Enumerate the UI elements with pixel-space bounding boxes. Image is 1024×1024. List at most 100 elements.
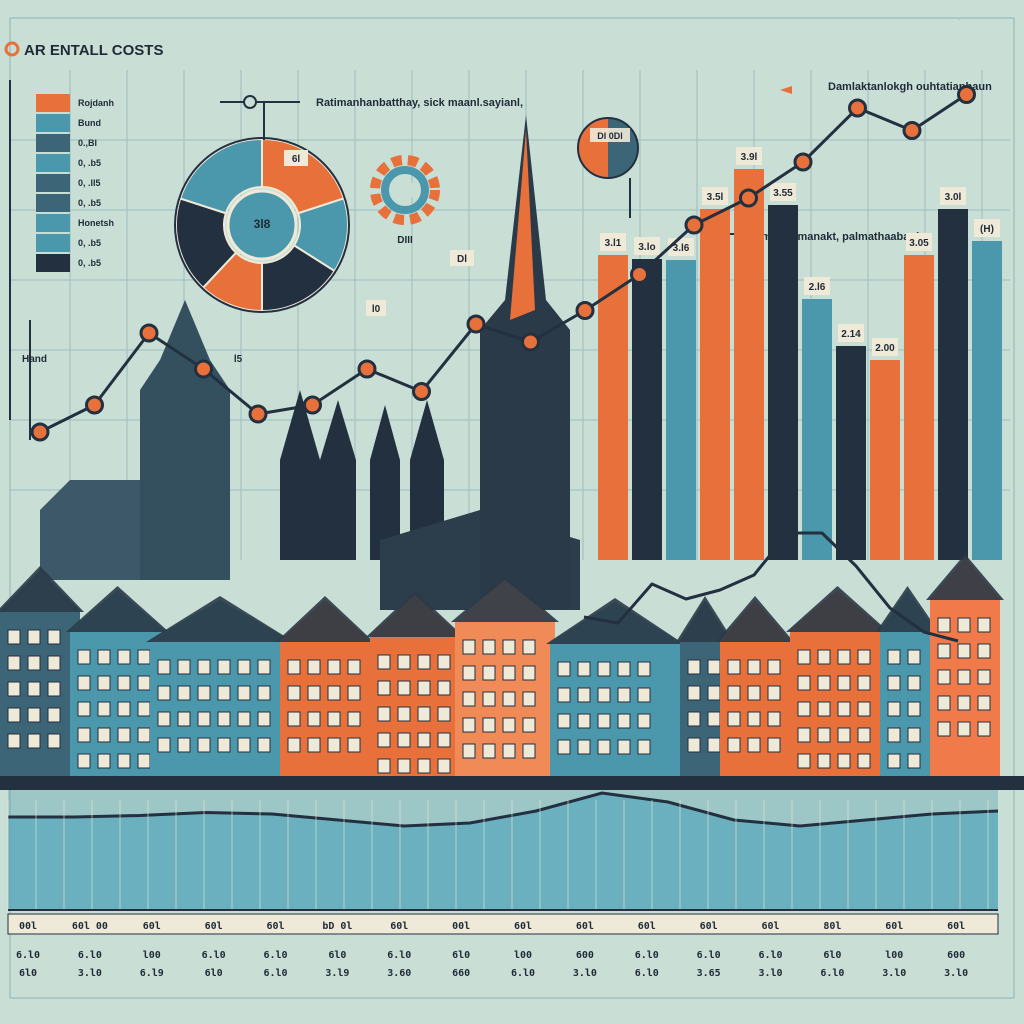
house-window — [817, 753, 831, 769]
house-window — [347, 659, 361, 675]
line-point — [684, 215, 704, 235]
line-point — [357, 359, 377, 379]
line-point — [194, 359, 213, 379]
bar-label: 3.lo — [638, 242, 655, 253]
house-window — [522, 691, 536, 707]
house-window — [217, 737, 231, 753]
house-window — [617, 739, 631, 755]
house-window — [307, 659, 321, 675]
house-window — [197, 711, 211, 727]
node-label-a: Dl — [457, 254, 467, 265]
table-cell: 60l — [761, 921, 779, 932]
node-label-box-a — [450, 250, 474, 266]
house-window — [937, 617, 951, 633]
spire — [370, 405, 400, 560]
table-cell: 60l 00 — [72, 921, 108, 932]
house-roof — [0, 566, 84, 612]
house-window — [707, 659, 721, 675]
house — [550, 602, 680, 780]
house-window — [47, 681, 61, 697]
table-cell: 80l — [823, 921, 841, 932]
legend-swatch — [36, 114, 70, 132]
house-window — [907, 701, 921, 717]
node-label-box-b — [366, 300, 386, 316]
house-window — [837, 701, 851, 717]
house-window — [747, 685, 761, 701]
house-window — [637, 687, 651, 703]
table-cell: 00l — [19, 921, 37, 932]
house — [680, 600, 730, 780]
house-window — [377, 758, 391, 774]
house-window — [887, 649, 901, 665]
house-window — [857, 675, 871, 691]
table-cell: 3.l0 — [78, 968, 102, 979]
table-cell: 600 — [576, 950, 594, 961]
house-window — [687, 685, 701, 701]
house-window — [7, 707, 21, 723]
pie-tag: 6l — [292, 154, 301, 165]
house-window — [217, 659, 231, 675]
house-window — [577, 687, 591, 703]
chart-title: AR ENTALL COSTS — [24, 42, 163, 59]
table-cell: 600 — [947, 950, 965, 961]
house-window — [217, 685, 231, 701]
house-window — [937, 669, 951, 685]
table-cell: 6.l0 — [387, 950, 411, 961]
legend-label: Bund — [78, 118, 101, 128]
house-window — [957, 643, 971, 659]
annotation-top-right: Damlaktanlokgh ouhtatianhaun — [828, 81, 992, 93]
pie-hole — [226, 189, 298, 261]
house-window — [327, 711, 341, 727]
house-window — [307, 685, 321, 701]
node-label-b: l0 — [372, 304, 381, 315]
house-window — [817, 675, 831, 691]
house-window — [197, 737, 211, 753]
house-window — [767, 711, 781, 727]
house-window — [137, 753, 151, 769]
legend: Rojdanh Bund 0.,Bl 0, .b5 0, .ll5 0, .b5 Honet… — [36, 94, 114, 272]
table-cell: 60l — [390, 921, 408, 932]
lower-line — [583, 531, 959, 643]
house-window — [47, 733, 61, 749]
house-window — [347, 737, 361, 753]
house-window — [637, 661, 651, 677]
house-window — [577, 713, 591, 729]
house-window — [462, 691, 476, 707]
bar — [904, 255, 934, 560]
house-roof — [926, 554, 1004, 600]
house-window — [597, 687, 611, 703]
house-window — [307, 737, 321, 753]
house-window — [397, 706, 411, 722]
bar-label-box — [600, 233, 626, 251]
house-window — [27, 629, 41, 645]
house-window — [767, 659, 781, 675]
house-window — [417, 758, 431, 774]
house-window — [837, 727, 851, 743]
house-window — [177, 711, 191, 727]
house-window — [617, 661, 631, 677]
house-window — [597, 739, 611, 755]
legend-label: 0.,Bl — [78, 138, 97, 148]
house-window — [307, 711, 321, 727]
city-skyline — [0, 115, 1024, 790]
table-cell: 6.l0 — [635, 968, 659, 979]
bar-label: 3.l6 — [673, 243, 690, 254]
bar-label-box — [974, 219, 1000, 237]
house-window — [797, 753, 811, 769]
house-window — [437, 732, 451, 748]
line-point — [630, 265, 649, 284]
bar — [632, 259, 662, 560]
table-cell: 60l — [514, 921, 532, 932]
house-window — [907, 753, 921, 769]
bar — [666, 260, 696, 560]
house-window — [417, 654, 431, 670]
table-cell: 6.l0 — [263, 950, 287, 961]
house — [0, 570, 80, 780]
legend-label: Honetsh — [78, 218, 114, 228]
house-window — [767, 685, 781, 701]
house-window — [857, 649, 871, 665]
line-point — [30, 422, 50, 442]
table-cell: 00l — [452, 921, 470, 932]
bar — [802, 299, 832, 560]
house-window — [97, 649, 111, 665]
